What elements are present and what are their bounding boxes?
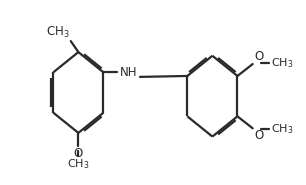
Text: O: O xyxy=(74,147,83,160)
Text: CH$_3$: CH$_3$ xyxy=(271,56,293,70)
Text: NH: NH xyxy=(120,66,138,79)
Text: CH$_3$: CH$_3$ xyxy=(271,122,293,136)
Text: O: O xyxy=(254,50,263,63)
Text: O: O xyxy=(254,129,263,142)
Text: CH$_3$: CH$_3$ xyxy=(67,157,90,171)
Text: CH$_3$: CH$_3$ xyxy=(46,25,69,40)
